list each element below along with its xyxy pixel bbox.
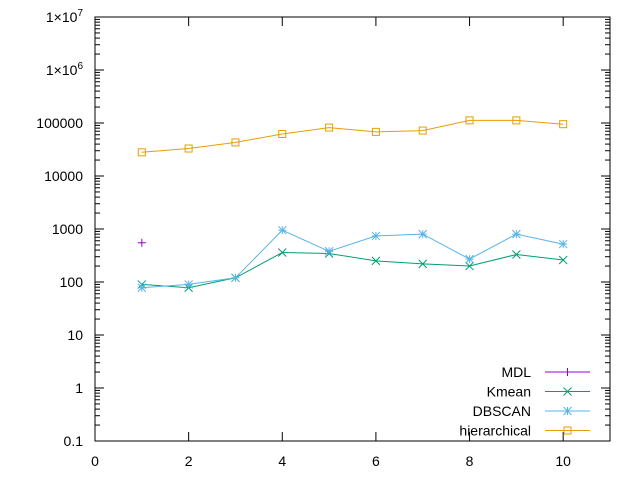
data-point-kmean (418, 259, 428, 269)
legend-marker (563, 387, 572, 396)
series-line-dbscan (141, 229, 564, 289)
axes: 0.1 1 10 100 1000 10000 100000 1×106 1×107 0 2 4 6 8 1… (36, 8, 611, 469)
data-point-dbscan (324, 246, 334, 256)
legend-marker (563, 426, 572, 435)
data-point-dbscan (465, 254, 474, 264)
marker-stroke (324, 246, 334, 256)
x-tick-label: 10 (555, 453, 571, 469)
marker-stroke (371, 256, 381, 266)
plot-series (137, 116, 568, 293)
marker-stroke (465, 116, 474, 125)
data-point-hierarchical (371, 127, 380, 136)
marker-stroke (563, 426, 572, 435)
y-tick-label: 1000 (52, 221, 83, 237)
data-point-dbscan (137, 283, 147, 293)
marker-stroke (563, 387, 572, 396)
data-point-kmean (558, 255, 568, 265)
y-tick-exponent: 7 (77, 8, 83, 19)
x-tick-label: 0 (91, 453, 99, 469)
legend-marker (563, 368, 572, 376)
legend-label: DBSCAN (473, 403, 531, 419)
series-kmean (137, 248, 568, 293)
legend-label: Kmean (487, 384, 531, 400)
x-tick-label: 2 (185, 453, 193, 469)
data-point-dbscan (184, 280, 193, 289)
data-point-hierarchical (325, 123, 334, 132)
marker-stroke (563, 406, 572, 416)
series-mdl (137, 238, 146, 247)
legend-item-mdl: MDL (501, 364, 590, 380)
marker-stroke (137, 283, 147, 293)
y-tick-label: 100000 (36, 115, 83, 131)
legend-label: hierarchical (459, 423, 531, 439)
marker-stroke (559, 120, 568, 129)
y-tick-label: 10000 (44, 168, 83, 184)
data-point-hierarchical (184, 144, 193, 153)
x-tick-label: 6 (372, 453, 380, 469)
data-point-hierarchical (278, 130, 287, 139)
y-tick-label: 10 (67, 327, 83, 343)
series-line-hierarchical (141, 119, 564, 153)
plot-frame (94, 16, 611, 442)
legend-item-hierarchical: hierarchical (459, 423, 590, 439)
data-point-dbscan (512, 229, 521, 239)
marker-stroke (184, 280, 193, 289)
data-point-kmean (371, 256, 381, 266)
marker-stroke (371, 231, 381, 241)
marker-stroke (325, 123, 334, 132)
y-tick-label: 100 (60, 274, 84, 290)
data-point-hierarchical (559, 120, 568, 129)
y-tick-exponent: 6 (77, 61, 83, 72)
data-point-hierarchical (512, 116, 521, 125)
data-point-dbscan (231, 273, 240, 283)
y-tick-label: 1×107 (46, 8, 84, 25)
data-point-dbscan (418, 229, 428, 239)
data-point-hierarchical (418, 126, 427, 135)
marker-stroke (512, 229, 521, 239)
y-tick-label: 1 (75, 380, 83, 396)
marker-stroke (418, 126, 427, 135)
legend-marker (563, 406, 572, 416)
data-point-kmean (465, 261, 474, 271)
marker-stroke (371, 127, 380, 136)
legend-item-dbscan: DBSCAN (473, 403, 590, 419)
series-line-kmean (141, 251, 564, 289)
data-point-kmean (512, 250, 521, 259)
marker-stroke (137, 148, 146, 157)
x-tick-label: 4 (278, 453, 286, 469)
data-point-hierarchical (465, 116, 474, 125)
data-point-dbscan (371, 231, 381, 241)
marker-stroke (231, 273, 240, 283)
x-tick-label: 8 (466, 453, 474, 469)
series-hierarchical (137, 116, 568, 157)
y-tick-label: 0.1 (64, 433, 84, 449)
marker-stroke (277, 248, 287, 257)
marker-stroke (558, 255, 568, 265)
marker-stroke (512, 250, 521, 259)
data-point-dbscan (277, 225, 287, 235)
marker-stroke (418, 259, 428, 269)
marker-stroke (184, 144, 193, 153)
marker-stroke (277, 225, 287, 235)
data-point-kmean (277, 248, 287, 257)
y-tick-label: 1×106 (46, 61, 84, 78)
marker-stroke (558, 239, 568, 249)
legend: MDL Kmean DBSCAN hierarchical (459, 364, 590, 439)
marker-stroke (512, 116, 521, 125)
marker-stroke (278, 130, 287, 139)
data-point-hierarchical (137, 148, 146, 157)
legend-label: MDL (501, 364, 531, 380)
data-point-dbscan (558, 239, 568, 249)
marker-stroke (465, 254, 474, 264)
marker-stroke (465, 261, 474, 271)
marker-stroke (231, 138, 240, 147)
marker-stroke (418, 229, 428, 239)
data-point-mdl (137, 238, 146, 247)
legend-item-kmean: Kmean (487, 384, 590, 400)
series-dbscan (137, 225, 568, 293)
data-point-hierarchical (231, 138, 240, 147)
